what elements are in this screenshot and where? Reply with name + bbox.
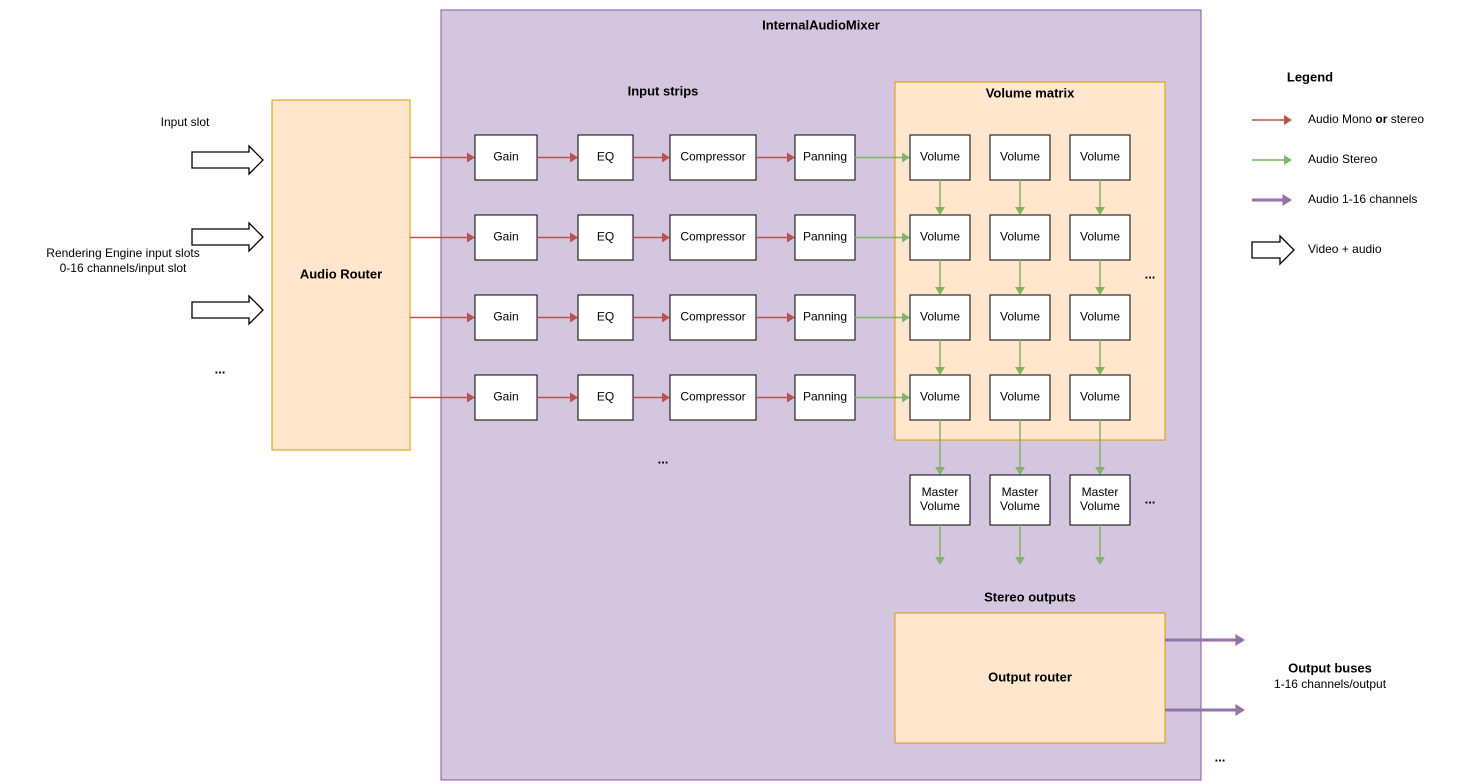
matrix-ellipsis: ... (1145, 266, 1156, 281)
volume-label: Volume (1000, 150, 1040, 164)
strip-label: EQ (597, 150, 614, 164)
input-block-arrow-2 (192, 296, 263, 324)
input-strips-title: Input strips (628, 83, 699, 98)
strips-ellipsis: ... (658, 451, 669, 466)
strip-label: Compressor (680, 230, 745, 244)
master-label-2: Volume (1000, 499, 1040, 513)
strip-label: Panning (803, 150, 847, 164)
strip-label: Gain (493, 150, 518, 164)
input-src-label-1: Rendering Engine input slots (46, 246, 199, 260)
volume-label: Volume (920, 390, 960, 404)
volume-matrix-title: Volume matrix (986, 85, 1075, 100)
legend-block-arrow (1252, 236, 1294, 264)
strip-label: Gain (493, 390, 518, 404)
strip-label: EQ (597, 230, 614, 244)
input-src-label-2: 0-16 channels/input slot (60, 261, 187, 275)
master-label-2: Volume (1080, 499, 1120, 513)
strip-label: Compressor (680, 150, 745, 164)
master-label-1: Master (922, 485, 959, 499)
master-ellipsis: ... (1145, 491, 1156, 506)
master-label-1: Master (1082, 485, 1119, 499)
legend-text-3: Video + audio (1308, 242, 1382, 256)
strip-label: Gain (493, 310, 518, 324)
volume-label: Volume (1080, 310, 1120, 324)
output-buses-label: Output buses (1288, 660, 1372, 675)
volume-label: Volume (1000, 390, 1040, 404)
legend-title: Legend (1287, 69, 1333, 84)
volume-label: Volume (920, 150, 960, 164)
master-label-1: Master (1002, 485, 1039, 499)
volume-label: Volume (1080, 150, 1120, 164)
legend-text-1: Audio Stereo (1308, 152, 1378, 166)
volume-label: Volume (1000, 310, 1040, 324)
mixer-title: InternalAudioMixer (762, 17, 880, 32)
legend-text-2: Audio 1-16 channels (1308, 192, 1417, 206)
strip-label: Panning (803, 230, 847, 244)
legend-text-0: Audio Mono or stereo (1308, 112, 1424, 126)
input-ellipsis: ... (215, 361, 226, 376)
volume-label: Volume (920, 230, 960, 244)
output-ellipsis: ... (1215, 749, 1226, 764)
strip-label: Panning (803, 390, 847, 404)
input-slot-label: Input slot (161, 115, 210, 129)
volume-label: Volume (920, 310, 960, 324)
output-buses-sublabel: 1-16 channels/output (1274, 677, 1387, 691)
volume-label: Volume (1000, 230, 1040, 244)
strip-label: EQ (597, 390, 614, 404)
strip-label: Gain (493, 230, 518, 244)
strip-label: Compressor (680, 390, 745, 404)
strip-label: EQ (597, 310, 614, 324)
output-router-label: Output router (988, 669, 1072, 684)
input-block-arrow-1 (192, 223, 263, 251)
volume-label: Volume (1080, 390, 1120, 404)
strip-label: Panning (803, 310, 847, 324)
volume-label: Volume (1080, 230, 1120, 244)
input-block-arrow-0 (192, 146, 263, 174)
master-label-2: Volume (920, 499, 960, 513)
stereo-outputs-title: Stereo outputs (984, 589, 1076, 604)
audio-router-label: Audio Router (300, 266, 382, 281)
strip-label: Compressor (680, 310, 745, 324)
